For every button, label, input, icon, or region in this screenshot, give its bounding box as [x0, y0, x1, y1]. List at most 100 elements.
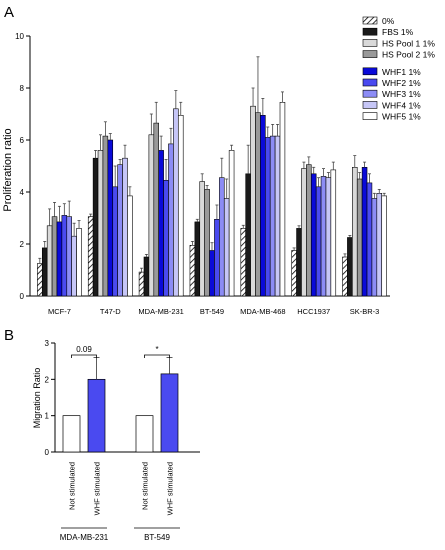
chart-b-xtick-label: Not stimulated [68, 462, 77, 510]
chart-a-bar [97, 150, 104, 297]
chart-a-bar [163, 180, 169, 297]
chart-b-bar [62, 415, 81, 453]
chart-b-xtick-label: Not stimulated [141, 462, 150, 510]
chart-a-bar [315, 186, 322, 297]
chart-a-bar [138, 271, 145, 297]
chart-b-ytick-label: 1 [45, 412, 50, 421]
chart-a-ytick-label: 10 [15, 32, 24, 41]
chart-a-xtick-label: MDA-MB-231 [138, 307, 183, 316]
chart-a-legend-label: HS Pool 1 1% [382, 38, 435, 48]
chart-a-bar [66, 216, 72, 297]
chart-b-ytick-label: 0 [45, 448, 50, 457]
chart-a-bar [127, 195, 133, 297]
chart-a-bar [148, 134, 155, 297]
chart-a-bar [122, 157, 128, 297]
chart-a-bar [228, 150, 235, 297]
chart-a-bar [366, 182, 373, 297]
chart-a-ytick-label: 0 [20, 292, 25, 301]
chart-a-bar [255, 112, 261, 297]
chart-a-bar [260, 115, 266, 297]
chart-a-xtick-label: T47-D [100, 307, 121, 316]
chart-a-bar [356, 178, 363, 297]
chart-a-bar [279, 102, 286, 297]
chart-a-bar [245, 173, 251, 297]
chart-a-legend-label: WHF3 1% [382, 89, 421, 99]
chart-a-legend-label: 0% [382, 16, 395, 26]
chart-b-group-label: MDA-MB-231 [60, 533, 109, 542]
chart-a-bar [296, 228, 302, 297]
chart-a-bar [51, 216, 58, 297]
chart-a-bar [219, 177, 225, 297]
chart-a-legend: 0%FBS 1%HS Pool 1 1%HS Pool 2 1%WHF1 1%W… [362, 16, 435, 122]
chart-a-bar [168, 143, 174, 297]
chart-a-ytick-label: 4 [20, 188, 25, 197]
chart-a-bar [204, 189, 210, 297]
chart-a-bar [194, 221, 201, 297]
chart-a-xtick-label: MDA-MB-468 [240, 307, 285, 316]
chart-a-bar [240, 228, 247, 297]
chart-a-bar [310, 173, 317, 297]
chart-a-bar [37, 263, 43, 297]
chart-a-legend-swatch [362, 101, 378, 109]
chart-a-bar [352, 167, 358, 297]
chart-a-legend-swatch [362, 16, 378, 25]
chart-a-ytick-label: 2 [20, 240, 25, 249]
chart-b-significance-bracket [144, 354, 170, 358]
chart-a-bar [223, 198, 230, 297]
chart-a-xtick-label: HCC1937 [297, 307, 330, 316]
chart-b-group-label: BT-549 [144, 533, 170, 542]
chart-a-bar [330, 169, 337, 297]
panel-label-a: A [4, 4, 14, 21]
chart-a-bar [87, 216, 94, 297]
chart-a-bar [291, 250, 297, 297]
chart-b: Migration Ratio 0 1 2 3 0.09 * Not stimulate… [32, 339, 200, 542]
chart-a-bar [177, 115, 184, 297]
chart-b-ytick-label: 2 [45, 375, 50, 384]
chart-a-legend-label: WHF2 1% [382, 78, 421, 88]
chart-a-bar [92, 157, 99, 297]
chart-a-bar [265, 137, 271, 297]
chart-a-legend-swatch [362, 89, 378, 98]
chart-a-bar [325, 177, 332, 297]
chart-a-bar [46, 225, 53, 297]
panel-label-b: B [4, 327, 14, 344]
chart-a-bar [56, 221, 63, 297]
chart-a-bar [376, 193, 383, 297]
chart-a-legend-label: FBS 1% [382, 27, 414, 37]
chart-a-legend-swatch [362, 78, 378, 87]
chart-a-xtick-label: MCF-7 [48, 307, 71, 316]
chart-a-bar [342, 256, 348, 297]
chart-a-bar [269, 135, 276, 297]
chart-a-legend-swatch [362, 67, 378, 76]
chart-a-legend-label: HS Pool 2 1% [382, 50, 435, 60]
chart-a: Proliferation ratio 0 2 4 6 8 10 MCF-7 T47-D MD… [2, 16, 435, 316]
chart-a-bar [117, 164, 123, 297]
chart-a-xtick-label: SK-BR-3 [350, 307, 380, 316]
chart-a-bar [143, 256, 150, 297]
chart-a-ytick-label: 6 [20, 136, 25, 145]
chart-a-xtick-label: BT-549 [200, 307, 224, 316]
chart-a-bar [107, 139, 114, 297]
chart-a-legend-label: WHF1 1% [382, 67, 421, 77]
chart-b-significance-label: 0.09 [76, 345, 92, 354]
chart-a-ytick-label: 8 [20, 84, 25, 93]
chart-a-bar [61, 215, 68, 297]
chart-a-legend-swatch [362, 27, 378, 36]
chart-a-bar [173, 108, 179, 297]
chart-a-ylabel: Proliferation ratio [2, 128, 14, 211]
chart-b-xtick-label: WHF stimulated [93, 462, 102, 515]
chart-a-bar [71, 235, 77, 297]
chart-a-bar [361, 167, 368, 297]
chart-b-bar [87, 378, 106, 453]
chart-b-significance-label: * [155, 345, 158, 354]
chart-a-bar [306, 164, 312, 297]
chart-a-bar [112, 186, 118, 297]
chart-a-bar [250, 105, 256, 297]
chart-b-ytick-label: 3 [45, 339, 50, 348]
chart-a-bar [76, 228, 82, 297]
chart-a-legend-swatch [362, 39, 378, 47]
chart-a-legend-label: WHF5 1% [382, 112, 421, 122]
chart-a-bar [371, 198, 378, 297]
chart-a-bar [347, 237, 353, 297]
